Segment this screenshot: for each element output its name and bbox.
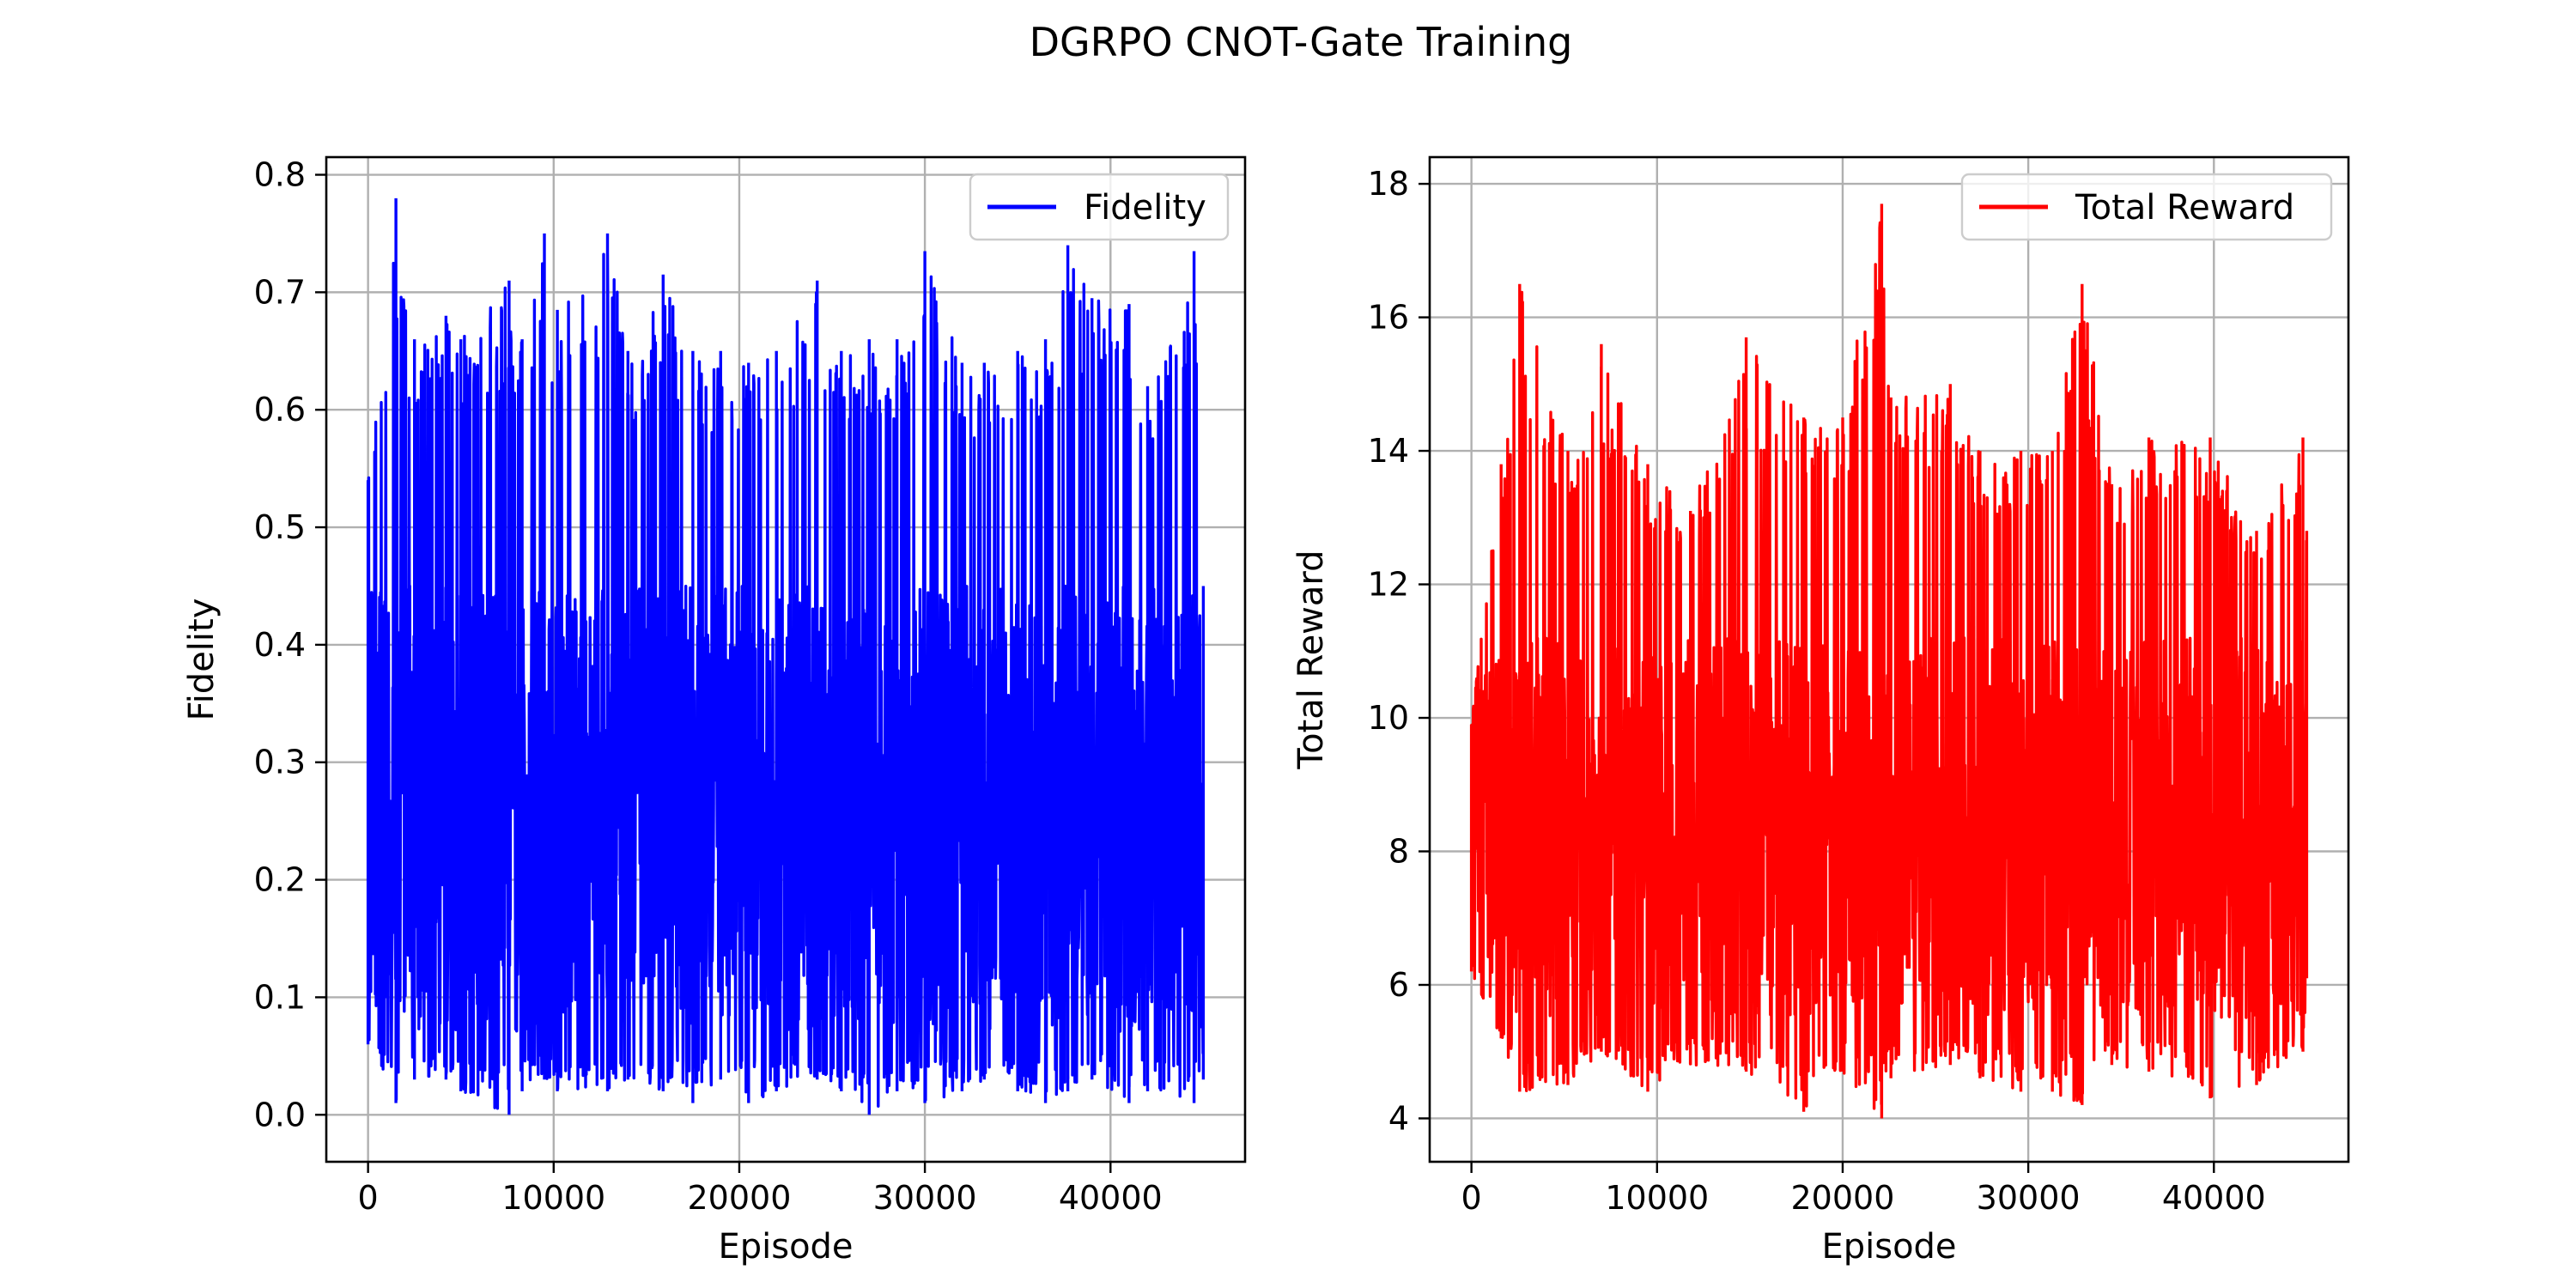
total-reward-x-tick-label: 40000: [2162, 1179, 2266, 1217]
total-reward-x-tick-label: 20000: [1791, 1179, 1895, 1217]
total-reward-legend-box: [1960, 173, 2333, 241]
fidelity-y-tick-label: 0.4: [254, 626, 306, 664]
total-reward-axes-frame: [1428, 155, 2350, 1163]
fidelity-x-tick-label: 40000: [1059, 1179, 1163, 1217]
fidelity-x-tick-label: 30000: [873, 1179, 977, 1217]
total-reward-y-tick-label: 4: [1388, 1099, 1409, 1137]
fidelity-x-tick-label: 0: [358, 1179, 379, 1217]
fidelity-y-axis-label: Fidelity: [182, 598, 222, 721]
fidelity-y-tick-label: 0.6: [254, 391, 306, 428]
total-reward-legend: Total Reward: [1960, 173, 2333, 241]
total-reward-y-tick-label: 10: [1368, 699, 1409, 737]
total-reward-series-line: [1469, 204, 2309, 1119]
total-reward-x-axis-label: Episode: [1821, 1227, 1956, 1267]
total-reward-y-tick-label: 14: [1368, 432, 1409, 470]
fidelity-x-axis-label: Episode: [718, 1227, 853, 1267]
total-reward-y-tick-label: 16: [1368, 299, 1409, 337]
total-reward-y-axis-label: Total Reward: [1291, 550, 1331, 769]
fidelity-y-tick-label: 0.3: [254, 744, 306, 781]
total-reward-y-tick-label: 8: [1388, 833, 1409, 871]
fidelity-x-tick-label: 20000: [688, 1179, 792, 1217]
total-reward-chart: 0 10000 20000 30000 40000 4 6 8 10 12 14 16 18 Episod…: [1291, 155, 2350, 1267]
fidelity-y-tick-label: 0.0: [254, 1096, 306, 1133]
fidelity-x-tick-label: 10000: [501, 1179, 605, 1217]
fidelity-legend-label: Fidelity: [1084, 188, 1206, 228]
fidelity-y-tick-label: 0.2: [254, 861, 306, 899]
fidelity-axes-frame: [325, 155, 1247, 1163]
total-reward-x-tick-label: 0: [1461, 1179, 1482, 1217]
fidelity-y-tick-label: 0.8: [254, 156, 306, 194]
fidelity-y-tick-label: 0.1: [254, 978, 306, 1016]
total-reward-legend-label: Total Reward: [2075, 188, 2294, 228]
total-reward-y-tick-label: 6: [1388, 966, 1409, 1004]
fidelity-chart: 0 10000 20000 30000 40000 0.0 0.1 0.2 0.3 0.4 0.5 0…: [182, 155, 1247, 1267]
total-reward-y-tick-label: 12: [1368, 566, 1409, 604]
total-reward-y-tick-label: 18: [1368, 165, 1409, 203]
fidelity-legend: Fidelity: [969, 173, 1230, 241]
total-reward-x-tick-label: 30000: [1977, 1179, 2081, 1217]
total-reward-x-tick-label: 10000: [1605, 1179, 1709, 1217]
fidelity-legend-box: [969, 173, 1230, 241]
fidelity-y-tick-label: 0.5: [254, 508, 306, 546]
fidelity-series-line: [366, 197, 1206, 1115]
figure-title: DGRPO CNOT-Gate Training: [1030, 19, 1573, 65]
fidelity-y-tick-label: 0.7: [254, 273, 306, 311]
